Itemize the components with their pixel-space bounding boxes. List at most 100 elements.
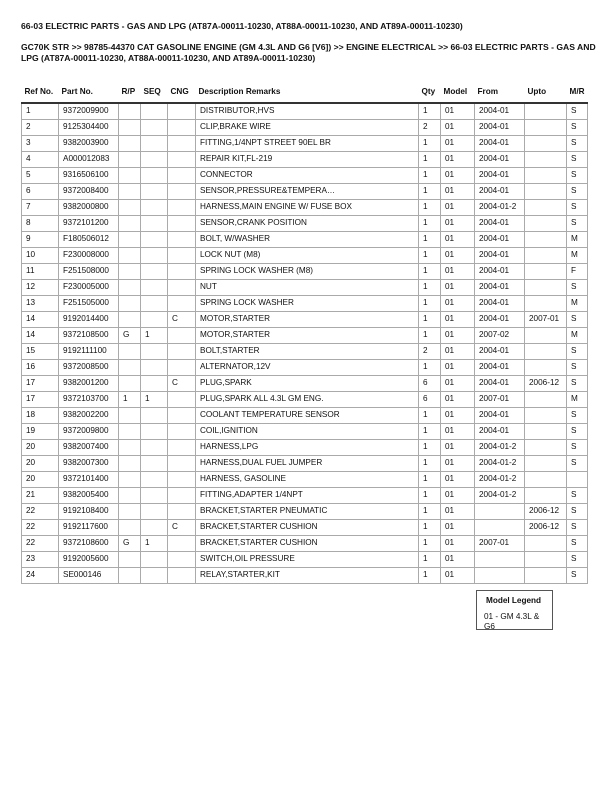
cell-qty: 1 [418,567,441,584]
cell-ref-no: 14 [21,311,59,328]
cell-model: 01 [440,263,475,280]
cell-description-remarks: HARNESS, GASOLINE [195,471,419,488]
cell-part-no: F230005000 [58,279,119,296]
cell-model: 01 [440,231,475,248]
cell-cng [167,102,196,120]
cell-ref-no: 1 [21,102,59,120]
cell-seq [140,279,168,296]
table-row: 2 9125304400 CLIP,BRAKE WIRE 2 01 2004-01 S [21,119,588,136]
legend-title: Model Legend [486,596,542,605]
table-row: 20 9372101400 HARNESS, GASOLINE 1 01 2004-01-… [21,471,588,488]
cell-from: 2004-01 [474,311,525,328]
cell-description-remarks: COOLANT TEMPERATURE SENSOR [195,407,419,424]
cell-model: 01 [440,551,475,568]
cell-from: 2004-01 [474,343,525,360]
cell-r-p [118,151,141,168]
cell-m-r: S [566,151,588,168]
cell-ref-no: 22 [21,503,59,520]
cell-description-remarks: PLUG,SPARK ALL 4.3L GM ENG. [195,391,419,408]
cell-ref-no: 5 [21,167,59,184]
column-header: SEQ [140,86,168,104]
cell-qty: 1 [418,455,441,472]
cell-cng [167,551,196,568]
cell-ref-no: 17 [21,391,59,408]
cell-description-remarks: DISTRIBUTOR,HVS [195,102,419,120]
cell-from: 2004-01-2 [474,455,525,472]
cell-cng [167,535,196,552]
cell-model: 01 [440,407,475,424]
cell-r-p [118,199,141,216]
cell-seq [140,455,168,472]
cell-r-p [118,519,141,536]
cell-part-no: 9382000800 [58,199,119,216]
cell-part-no: 9372108500 [58,327,119,344]
cell-qty: 1 [418,151,441,168]
cell-ref-no: 15 [21,343,59,360]
cell-upto [524,279,567,296]
cell-model: 01 [440,215,475,232]
cell-model: 01 [440,375,475,392]
cell-upto: 2007-01 [524,311,567,328]
table-row: 22 9192117600 C BRACKET,STARTER CUSHION 1 01 2… [21,519,588,536]
cell-m-r: S [566,535,588,552]
cell-cng [167,215,196,232]
cell-part-no: 9372009900 [58,102,119,120]
cell-description-remarks: SPRING LOCK WASHER [195,295,419,312]
cell-qty: 1 [418,231,441,248]
cell-from: 2004-01-2 [474,199,525,216]
cell-from: 2004-01 [474,359,525,376]
table-header: Ref No. Part No. R/P SEQ CNG Description Rema… [21,86,588,104]
cell-model: 01 [440,391,475,408]
cell-m-r: S [566,102,588,120]
cell-cng [167,567,196,584]
cell-m-r: M [566,231,588,248]
cell-part-no: F230008000 [58,247,119,264]
cell-upto [524,135,567,152]
cell-r-p [118,359,141,376]
cell-seq [140,247,168,264]
cell-m-r: M [566,247,588,264]
cell-r-p [118,471,141,488]
cell-from [474,503,525,520]
cell-seq [140,551,168,568]
cell-model: 01 [440,535,475,552]
cell-seq [140,519,168,536]
cell-from [474,567,525,584]
cell-model: 01 [440,135,475,152]
cell-ref-no: 20 [21,455,59,472]
cell-seq [140,471,168,488]
cell-description-remarks: BRACKET,STARTER CUSHION [195,519,419,536]
cell-upto [524,295,567,312]
cell-part-no: F180506012 [58,231,119,248]
cell-upto: 2006-12 [524,375,567,392]
cell-upto [524,359,567,376]
cell-from: 2004-01-2 [474,471,525,488]
cell-upto [524,183,567,200]
cell-upto [524,167,567,184]
cell-m-r: S [566,215,588,232]
cell-ref-no: 2 [21,119,59,136]
cell-from: 2004-01 [474,263,525,280]
cell-seq: 1 [140,327,168,344]
cell-description-remarks: HARNESS,MAIN ENGINE W/ FUSE BOX [195,199,419,216]
cell-seq [140,119,168,136]
cell-description-remarks: LOCK NUT (M8) [195,247,419,264]
cell-part-no: 9382001200 [58,375,119,392]
cell-r-p [118,167,141,184]
cell-qty: 1 [418,311,441,328]
cell-cng [167,503,196,520]
cell-description-remarks: FITTING,1/4NPT STREET 90EL BR [195,135,419,152]
cell-ref-no: 13 [21,295,59,312]
cell-qty: 1 [418,295,441,312]
cell-description-remarks: MOTOR,STARTER [195,327,419,344]
cell-part-no: 9382007300 [58,455,119,472]
cell-cng [167,183,196,200]
cell-part-no: 9382007400 [58,439,119,456]
cell-from: 2004-01-2 [474,439,525,456]
cell-model: 01 [440,455,475,472]
cell-m-r: S [566,167,588,184]
cell-model: 01 [440,151,475,168]
cell-qty: 6 [418,391,441,408]
cell-qty: 1 [418,551,441,568]
cell-model: 01 [440,439,475,456]
